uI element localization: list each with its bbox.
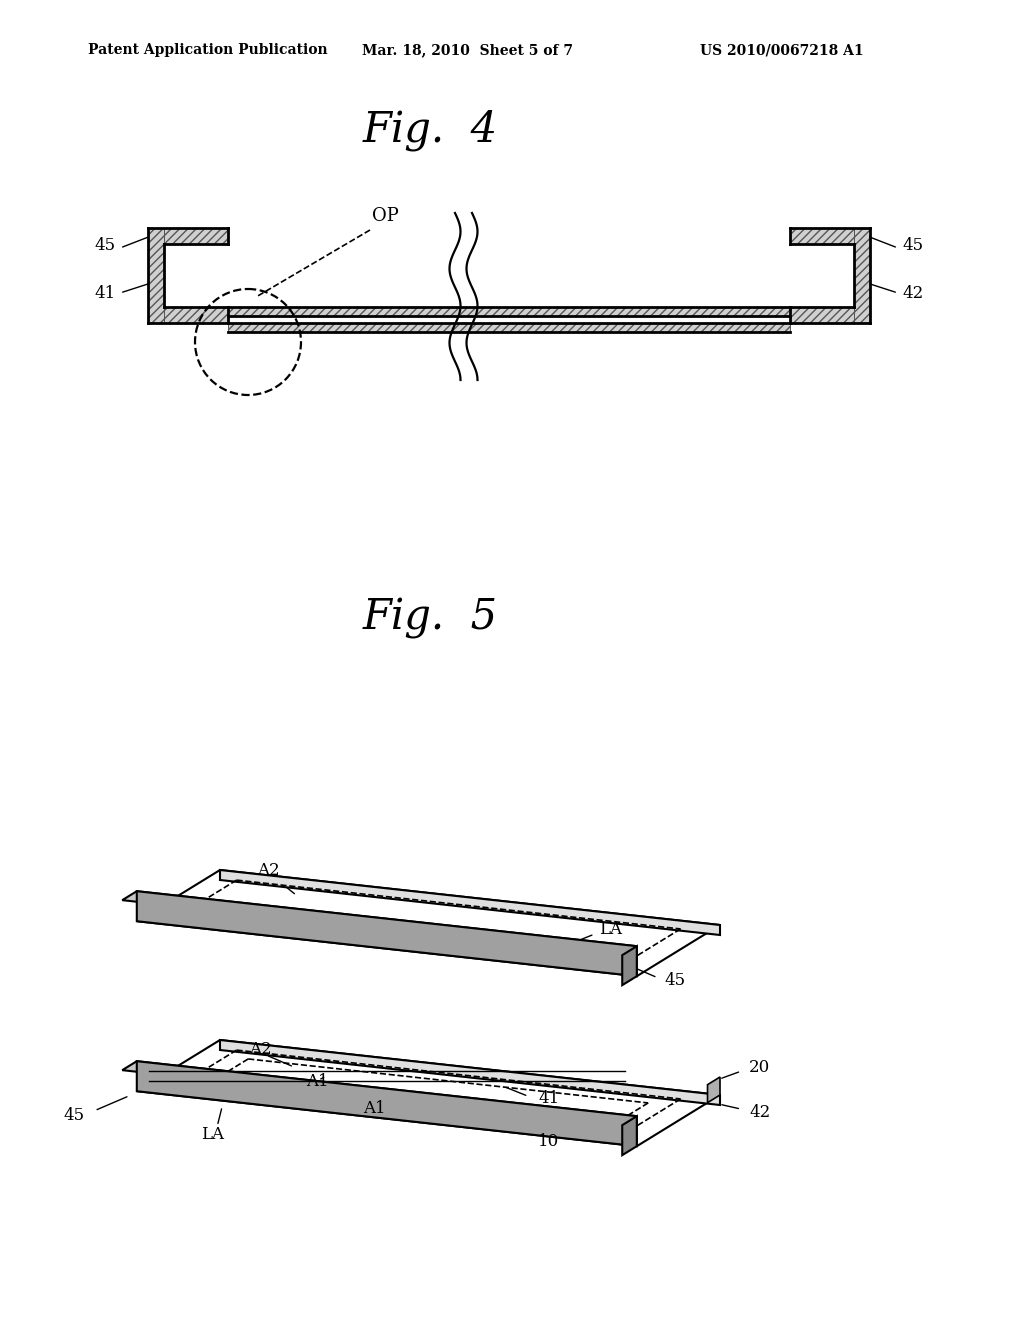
- Polygon shape: [220, 870, 720, 935]
- Polygon shape: [137, 1061, 637, 1146]
- Text: A1: A1: [306, 1073, 329, 1090]
- Polygon shape: [137, 870, 720, 977]
- Text: 45: 45: [63, 1107, 85, 1125]
- Polygon shape: [623, 1117, 637, 1155]
- Text: A1: A1: [364, 1100, 386, 1117]
- Text: Patent Application Publication: Patent Application Publication: [88, 44, 328, 57]
- Text: 45: 45: [665, 972, 686, 989]
- Polygon shape: [708, 1077, 720, 1102]
- Bar: [790, 228, 854, 244]
- Text: US 2010/0067218 A1: US 2010/0067218 A1: [700, 44, 863, 57]
- Bar: [790, 308, 854, 323]
- Text: Mar. 18, 2010  Sheet 5 of 7: Mar. 18, 2010 Sheet 5 of 7: [362, 44, 573, 57]
- Text: OP: OP: [372, 207, 398, 224]
- Bar: [854, 228, 870, 323]
- Bar: [148, 228, 164, 323]
- Text: Fig.  4: Fig. 4: [362, 110, 498, 150]
- Bar: [164, 308, 228, 323]
- Text: 45: 45: [902, 238, 923, 255]
- Text: 41: 41: [95, 285, 116, 301]
- Text: 42: 42: [750, 1104, 770, 1121]
- Text: 20: 20: [750, 1059, 770, 1076]
- Polygon shape: [220, 1040, 720, 1105]
- Bar: [228, 308, 790, 315]
- Text: LA: LA: [201, 1126, 223, 1143]
- Text: Fig.  5: Fig. 5: [362, 597, 498, 639]
- Bar: [228, 323, 790, 333]
- Text: 42: 42: [902, 285, 924, 301]
- Polygon shape: [623, 946, 637, 985]
- Text: 41: 41: [539, 1090, 560, 1107]
- Text: A2: A2: [257, 862, 280, 879]
- Text: LA: LA: [599, 920, 623, 937]
- Polygon shape: [137, 1040, 720, 1146]
- Polygon shape: [137, 891, 637, 977]
- Text: 10: 10: [539, 1133, 560, 1150]
- Polygon shape: [122, 891, 637, 956]
- Bar: [164, 228, 228, 244]
- Polygon shape: [122, 1061, 637, 1125]
- Text: A2: A2: [249, 1040, 271, 1057]
- Text: 45: 45: [95, 238, 116, 255]
